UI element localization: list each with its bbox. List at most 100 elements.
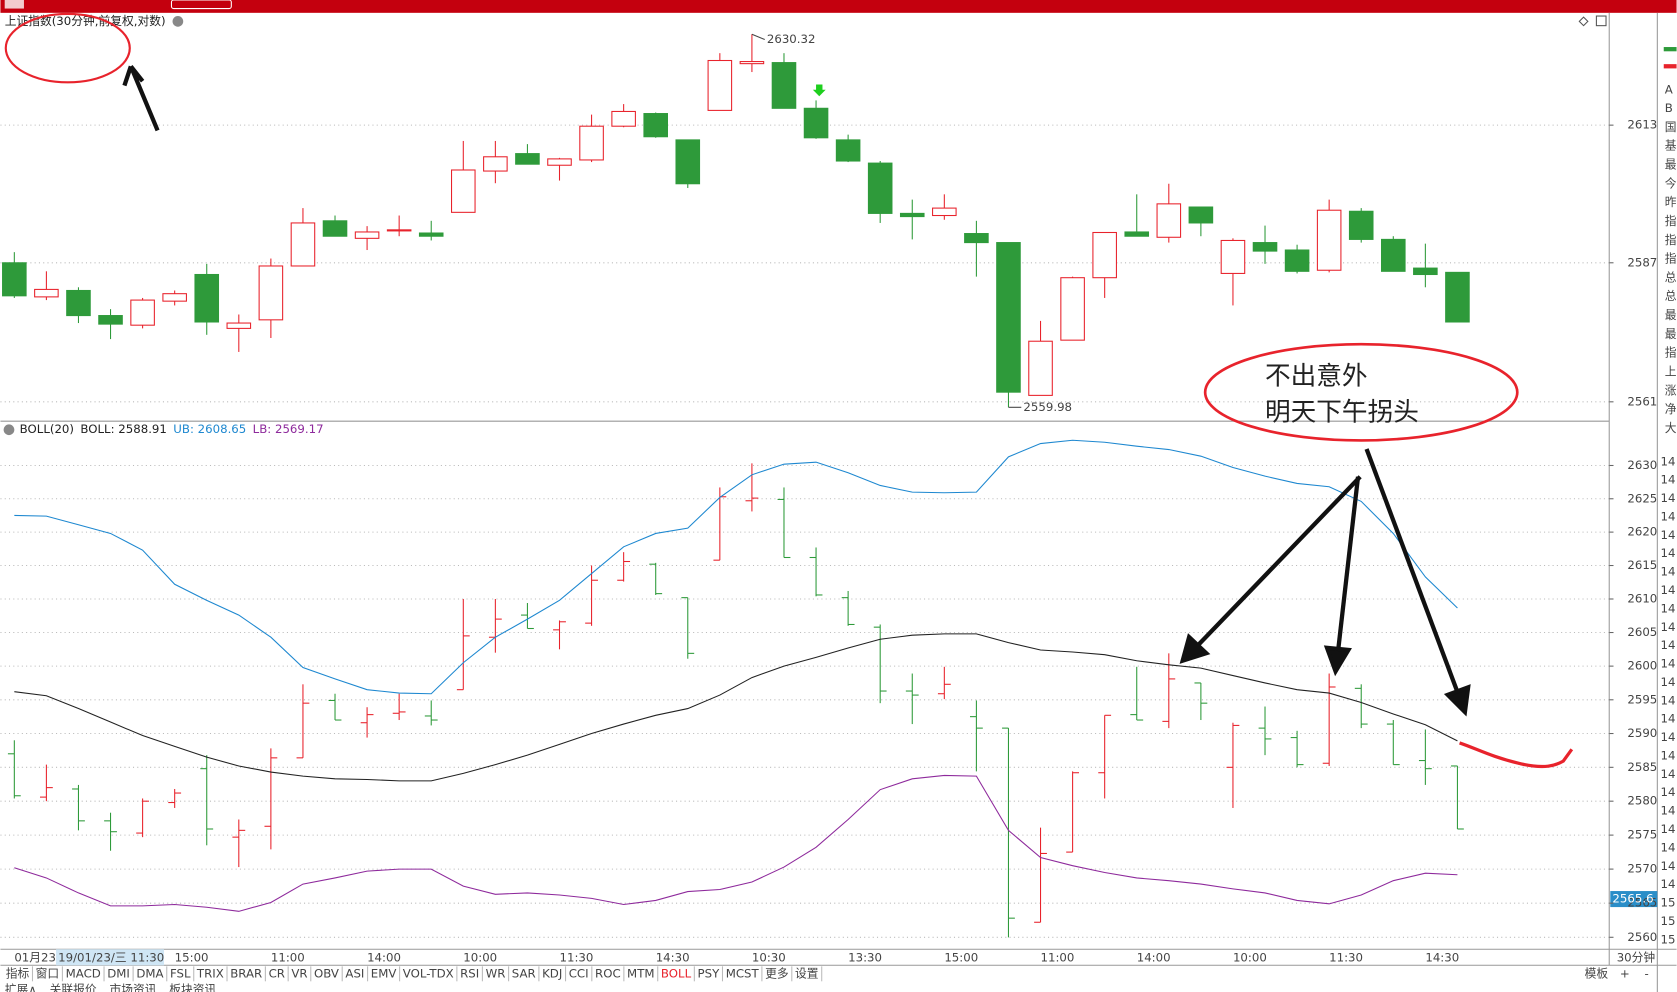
x-tick-label: 10:30 [752, 950, 786, 964]
indicator-tab[interactable]: BOLL [661, 966, 692, 980]
side-label: 最 [1665, 308, 1677, 322]
candle-body [1188, 206, 1214, 224]
y-tick-label: 2615 [1627, 558, 1657, 572]
tool-icon[interactable] [1595, 15, 1607, 27]
arrowhead [1179, 633, 1211, 664]
y-tick-label: 2570 [1627, 862, 1657, 876]
y-tick-label: 2600 [1627, 659, 1657, 673]
side-label: A [1665, 82, 1673, 96]
bottom-tab[interactable]: 扩展∧ [5, 982, 37, 992]
candle-body [450, 169, 476, 213]
indicator-tab[interactable]: BRAR [230, 966, 262, 980]
red-circle [4, 12, 131, 84]
indicator-tab[interactable]: OBV [314, 966, 339, 980]
legend-title: BOLL(20) [20, 422, 74, 436]
x-tick-label: 14:00 [1137, 950, 1171, 964]
tab-button[interactable]: 模板 [1585, 966, 1609, 980]
tab-button[interactable]: - [1644, 966, 1648, 980]
candle-body [1060, 277, 1085, 341]
x-tick-label: 14:30 [1425, 950, 1459, 964]
candle-body [1381, 238, 1406, 272]
top-button[interactable] [170, 0, 232, 10]
side-label: 国 [1665, 120, 1677, 134]
indicator-tab[interactable]: VOL-TDX [403, 966, 454, 980]
side-label: 最 [1665, 158, 1677, 172]
x-tick-label: 11:30 [1329, 950, 1363, 964]
tool-icon[interactable] [1578, 16, 1589, 27]
indicator-tab[interactable]: DMA [136, 966, 163, 980]
cursor-date: 19/01/23/三 11:30 [58, 950, 164, 964]
x-tick-label: 15:00 [175, 950, 209, 964]
side-number: 14 [1661, 583, 1676, 597]
side-number: 14 [1661, 712, 1676, 726]
indicator-tab[interactable]: ASI [345, 966, 364, 980]
title-menu[interactable] [172, 16, 184, 27]
indicator-tab[interactable]: SAR [512, 966, 536, 980]
y-tick-label: 2595 [1627, 692, 1657, 706]
side-number: 14 [1661, 785, 1676, 799]
indicator-tab[interactable]: ROC [595, 966, 621, 980]
indicator-tab[interactable]: 窗口 [36, 966, 59, 980]
indicator-menu[interactable] [3, 424, 15, 436]
arrowhead [1323, 645, 1352, 677]
candle-body [1348, 210, 1374, 240]
bottom-tab[interactable]: 市场资讯 [109, 982, 156, 992]
side-number: 14 [1661, 565, 1676, 579]
candle-body [66, 289, 91, 317]
legend-entry: UB: 2608.65 [173, 422, 246, 436]
indicator-tab[interactable]: 更多 [765, 966, 789, 980]
candle-body [1316, 209, 1342, 271]
candle-body [547, 158, 572, 166]
indicator-tab[interactable]: 指标 [6, 966, 30, 980]
side-swatch [1663, 64, 1677, 69]
bottom-tab[interactable]: 板块资讯 [169, 982, 216, 992]
indicator-tab[interactable]: VR [291, 966, 307, 980]
indicator-tab[interactable]: MACD [66, 966, 101, 980]
indicator-tab[interactable]: FSL [170, 966, 191, 980]
boll-line [14, 774, 1458, 912]
x-tick-label: 11:00 [1041, 950, 1075, 964]
candle-body [34, 288, 59, 298]
hand-drawn-line [1459, 741, 1574, 769]
candle-body [771, 62, 797, 109]
top-bar [0, 0, 1677, 13]
side-label: 指 [1665, 346, 1677, 360]
candle-body [2, 262, 27, 297]
candle-body [418, 232, 444, 237]
cursor-date-box [56, 949, 164, 966]
candle-body [1156, 203, 1182, 238]
side-number: 14 [1661, 804, 1676, 818]
side-number: 14 [1661, 601, 1676, 615]
y-tick-label: 2575 [1627, 828, 1657, 842]
side-number: 14 [1661, 822, 1676, 836]
indicator-tab[interactable]: MCST [726, 966, 760, 980]
indicator-tab[interactable]: RSI [460, 966, 479, 980]
boll-line [14, 439, 1458, 695]
candle-body [162, 293, 187, 302]
side-label: 上 [1665, 364, 1677, 378]
indicator-tab[interactable]: CR [269, 966, 285, 980]
candle-body [1220, 239, 1246, 274]
y-tick-label: 2565 [1627, 896, 1657, 910]
tab-button[interactable]: + [1620, 966, 1630, 980]
candle-body [1252, 242, 1278, 252]
candle-body [194, 273, 220, 323]
indicator-tab[interactable]: DMI [107, 966, 130, 980]
indicator-tab[interactable]: CCI [569, 966, 589, 980]
y-tick-label: 2587 [1627, 255, 1657, 269]
max-label: 2630.32 [767, 32, 816, 46]
signal-arrow [812, 84, 826, 97]
indicator-tab[interactable]: TRIX [196, 966, 224, 980]
y-tick-label: 2580 [1627, 794, 1657, 808]
indicator-tab[interactable]: 设置 [795, 966, 819, 980]
y-tick-label: 2630 [1627, 458, 1657, 472]
indicator-tab[interactable]: MTM [627, 966, 654, 980]
candle-body [867, 162, 893, 214]
side-number: 14 [1661, 454, 1676, 468]
indicator-tab[interactable]: WR [486, 966, 506, 980]
cursor-price-box [1610, 891, 1658, 908]
indicator-tab[interactable]: PSY [698, 966, 721, 980]
indicator-tab[interactable]: EMV [371, 966, 397, 980]
indicator-tab[interactable]: KDJ [542, 966, 562, 980]
bottom-tab[interactable]: 关联报价 [50, 982, 97, 992]
